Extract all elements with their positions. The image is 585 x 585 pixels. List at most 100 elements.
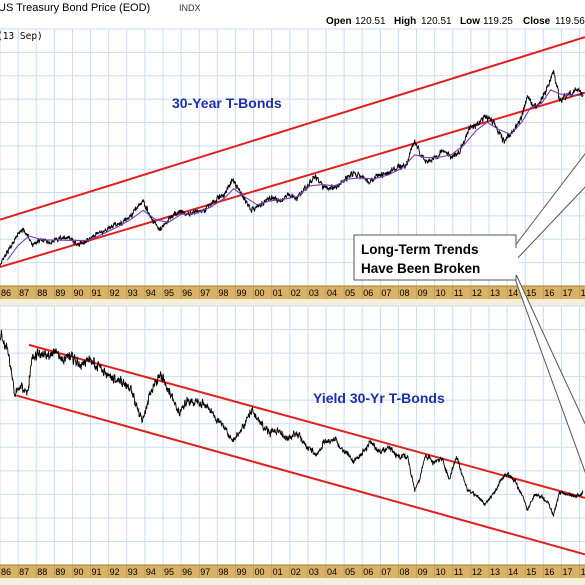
current-date-label: (13 Sep) <box>0 31 43 42</box>
symbol-label: INDX <box>179 3 201 13</box>
high-value: 120.51 <box>421 16 452 27</box>
yield-trendlines <box>16 343 585 556</box>
price-panel: (13 Sep) 30-Year T-Bonds <box>0 28 585 287</box>
top-tick-label: 16 <box>544 288 554 298</box>
bot-tick-label: 09 <box>418 567 428 577</box>
bot-tick-label: 07 <box>381 567 391 577</box>
yield-panel: Yield 30-Yr T-Bonds <box>0 305 585 566</box>
bot-tick-label: 87 <box>19 567 29 577</box>
open-label: Open <box>326 16 352 27</box>
bot-tick-label: 89 <box>55 567 65 577</box>
bot-tick-label: 91 <box>92 567 102 577</box>
top-tick-label: 95 <box>164 288 174 298</box>
top-tick-label: 00 <box>255 288 265 298</box>
top-tick-label: 03 <box>309 288 319 298</box>
bot-tick-label: 98 <box>218 567 228 577</box>
top-tick-label: 92 <box>110 288 120 298</box>
top-tick-label: 86 <box>1 288 11 298</box>
bot-tick-label: 97 <box>200 567 210 577</box>
price-panel-label: 30-Year T-Bonds <box>172 95 282 111</box>
top-tick-label: 14 <box>508 288 518 298</box>
bot-tick-label: 1 <box>581 567 585 577</box>
bot-tick-label: 01 <box>273 567 283 577</box>
callout-line-2: Have Been Broken <box>361 261 480 276</box>
top-tick-label: 07 <box>381 288 391 298</box>
bot-tick-label: 08 <box>399 567 409 577</box>
low-value: 119.25 <box>483 16 513 27</box>
top-tick-label: 93 <box>128 288 138 298</box>
top-tick-label: 94 <box>146 288 156 298</box>
bot-tick-label: 06 <box>363 567 373 577</box>
bot-trendline-0 <box>28 343 585 499</box>
close-label: Close <box>523 16 551 27</box>
top-tick-label: 99 <box>236 288 246 298</box>
callout-joint <box>512 248 518 275</box>
bot-tick-label: 94 <box>146 567 156 577</box>
top-tick-label: 05 <box>345 288 355 298</box>
bot-tick-label: 92 <box>110 567 120 577</box>
bot-tick-label: 10 <box>436 567 446 577</box>
price-series <box>0 69 584 267</box>
top-axis-band <box>0 286 585 299</box>
top-tick-label: 08 <box>399 288 409 298</box>
bot-tick-label: 96 <box>182 567 192 577</box>
chart-title: US Treasury Bond Price (EOD) <box>0 2 150 14</box>
top-tick-label: 17 <box>562 288 572 298</box>
bot-tick-label: 00 <box>255 567 265 577</box>
open-value: 120.51 <box>355 16 386 27</box>
top-tick-label: 97 <box>200 288 210 298</box>
bot-tick-label: 17 <box>562 567 572 577</box>
top-tick-label: 10 <box>436 288 446 298</box>
top-tick-label: 02 <box>291 288 301 298</box>
top-tick-label: 90 <box>73 288 83 298</box>
top-tick-label: 06 <box>363 288 373 298</box>
top-tick-label: 87 <box>19 288 29 298</box>
price-grid <box>0 28 585 287</box>
bot-tick-label: 02 <box>291 567 301 577</box>
bot-tick-label: 04 <box>327 567 337 577</box>
top-moving-average <box>6 89 584 261</box>
top-tick-label: 15 <box>526 288 536 298</box>
bot-tick-label: 95 <box>164 567 174 577</box>
price-x-axis: 86 87 88 89 90 91 92 93 94 95 96 97 98 99 00 01 02 03 04 05… <box>0 285 585 306</box>
top-tick-label: 04 <box>327 288 337 298</box>
bot-axis-band <box>0 565 585 578</box>
top-tick-label: 1 <box>581 288 585 298</box>
callout: Long-Term Trends Have Been Broken <box>353 153 585 474</box>
bot-price-line <box>0 329 584 518</box>
top-tick-label: 89 <box>55 288 65 298</box>
bot-tick-label: 14 <box>508 567 518 577</box>
high-label: High <box>394 16 416 27</box>
callout-line-1: Long-Term Trends <box>361 242 479 257</box>
bot-tick-label: 12 <box>472 567 482 577</box>
top-tick-label: 09 <box>418 288 428 298</box>
bot-tick-label: 15 <box>526 567 536 577</box>
top-tick-label: 98 <box>218 288 228 298</box>
bot-trendline-1 <box>16 394 585 556</box>
bot-tick-label: 05 <box>345 567 355 577</box>
bot-tick-label: 13 <box>490 567 500 577</box>
close-value: 119.56 <box>555 16 585 27</box>
top-trendline-0 <box>0 36 585 221</box>
top-tick-label: 11 <box>454 288 463 298</box>
bot-tick-label: 99 <box>236 567 246 577</box>
bot-tick-label: 93 <box>128 567 138 577</box>
top-tick-label: 88 <box>37 288 47 298</box>
yield-x-axis: 86 87 88 89 90 91 92 93 94 95 96 97 98 99 00 01 02 03 04 05… <box>0 564 585 585</box>
yield-series <box>0 329 584 518</box>
chart-header: US Treasury Bond Price (EOD) INDX Open 1… <box>0 0 585 28</box>
top-price-line <box>0 69 584 267</box>
top-tick-label: 12 <box>472 288 482 298</box>
top-tick-label: 96 <box>182 288 192 298</box>
low-label: Low <box>460 16 480 27</box>
top-tick-label: 01 <box>273 288 283 298</box>
bot-tick-label: 88 <box>37 567 47 577</box>
bot-tick-label: 90 <box>73 567 83 577</box>
top-tick-label: 13 <box>490 288 500 298</box>
bot-tick-label: 86 <box>1 567 11 577</box>
bot-tick-label: 16 <box>544 567 554 577</box>
top-tick-label: 91 <box>92 288 102 298</box>
bot-tick-label: 03 <box>309 567 319 577</box>
bot-tick-label: 11 <box>454 567 463 577</box>
